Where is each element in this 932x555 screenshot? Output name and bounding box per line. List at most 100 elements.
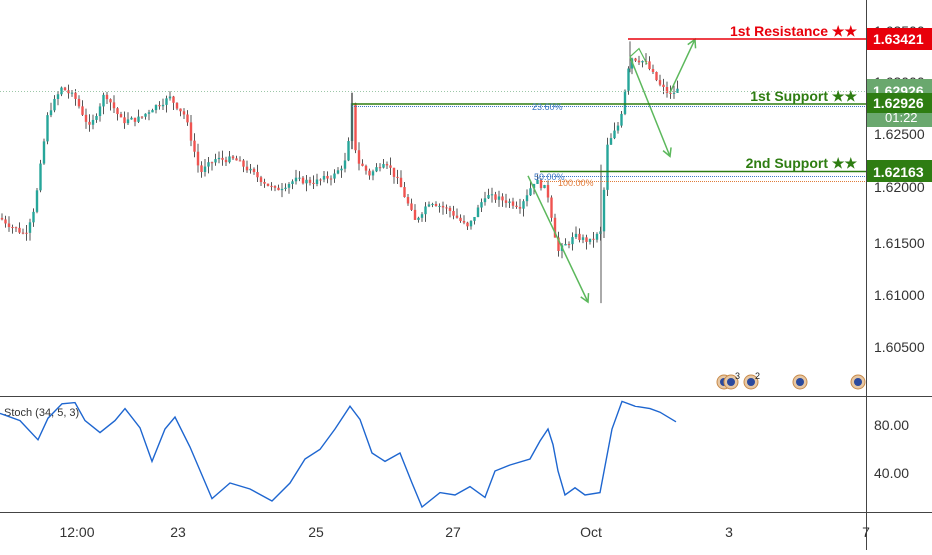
candle[interactable] [641,60,644,68]
candle[interactable] [522,199,525,217]
candle[interactable] [315,173,319,187]
candle[interactable] [277,184,280,191]
candle[interactable] [301,175,305,185]
candle[interactable] [263,178,266,188]
candle[interactable] [483,191,487,206]
stoch-indicator-label[interactable]: Stoch (34, 5, 3) [4,407,79,419]
candle[interactable] [35,188,39,214]
candle[interactable] [60,86,63,97]
candle[interactable] [469,220,473,230]
price-axis[interactable]: 1.63500 1.63000 1.62500 1.62000 1.61500 … [874,23,925,355]
candle[interactable] [91,114,95,130]
candle[interactable] [130,116,133,120]
candle[interactable] [221,150,224,166]
candle[interactable] [434,201,438,207]
candle[interactable] [161,98,165,110]
candle[interactable] [88,114,91,132]
candle[interactable] [182,108,186,119]
candle[interactable] [322,170,326,183]
candle[interactable] [427,201,431,208]
candle[interactable] [32,208,35,227]
candle[interactable] [347,137,350,162]
candle[interactable] [539,178,543,191]
candle[interactable] [228,151,231,164]
candle[interactable] [28,218,32,241]
candle[interactable] [56,90,60,106]
candle[interactable] [140,116,144,120]
candle[interactable] [375,163,378,173]
event-badge[interactable] [792,374,808,390]
candle[interactable] [452,205,455,220]
candle[interactable] [81,100,84,116]
candle[interactable] [284,183,287,192]
candle[interactable] [116,107,119,121]
candle[interactable] [385,161,389,169]
candle[interactable] [494,191,497,203]
candle[interactable] [616,121,620,134]
stoch-line[interactable] [0,400,677,509]
candle[interactable] [189,115,193,147]
candle[interactable] [658,74,662,87]
candle[interactable] [151,108,154,113]
candle[interactable] [581,234,585,244]
candle[interactable] [326,171,329,184]
economic-events[interactable]: 3 2 [716,371,866,390]
candle[interactable] [672,85,676,99]
candle[interactable] [196,143,200,173]
candle[interactable] [224,156,228,167]
candle[interactable] [574,226,578,239]
candle[interactable] [95,113,98,123]
candle[interactable] [67,84,70,99]
event-badge[interactable] [850,374,866,390]
candle[interactable] [245,160,249,173]
candle[interactable] [515,201,518,209]
candle[interactable] [511,197,515,209]
candle[interactable] [550,195,553,222]
candle[interactable] [210,161,214,171]
candle[interactable] [280,182,284,198]
candle[interactable] [266,183,270,187]
candle[interactable] [98,103,102,122]
candle[interactable] [193,133,196,158]
candle[interactable] [473,216,476,225]
candle[interactable] [627,66,630,95]
candle[interactable] [333,169,336,183]
candle[interactable] [609,133,613,146]
candle[interactable] [620,110,623,128]
candle[interactable] [270,182,273,191]
candle[interactable] [242,158,245,173]
candle[interactable] [203,159,207,177]
candle[interactable] [396,169,399,184]
candle[interactable] [46,112,49,145]
candle[interactable] [312,175,315,190]
candle[interactable] [508,198,511,209]
candle[interactable] [441,201,445,215]
candle[interactable] [84,108,88,129]
candle[interactable] [11,224,14,234]
candle[interactable] [217,151,221,164]
candle[interactable] [546,180,550,203]
candle[interactable] [651,64,655,75]
candle[interactable] [158,101,161,110]
candle[interactable] [424,202,427,222]
candle[interactable] [497,190,501,207]
candle[interactable] [0,213,4,221]
candle[interactable] [504,193,508,208]
candle[interactable] [298,171,301,182]
candle[interactable] [329,175,333,186]
candle[interactable] [413,204,417,221]
candle[interactable] [399,170,403,188]
candle[interactable] [133,117,137,127]
candle[interactable] [588,238,592,245]
candle[interactable] [543,184,546,189]
candle[interactable] [438,203,441,213]
price-pane[interactable] [0,0,866,396]
candle[interactable] [308,176,312,186]
candle[interactable] [18,222,21,234]
candle[interactable] [655,71,658,82]
event-badge[interactable]: 3 [716,371,740,390]
candle[interactable] [490,187,494,203]
candle[interactable] [172,95,175,111]
candle[interactable] [518,198,522,214]
candle[interactable] [200,161,203,178]
